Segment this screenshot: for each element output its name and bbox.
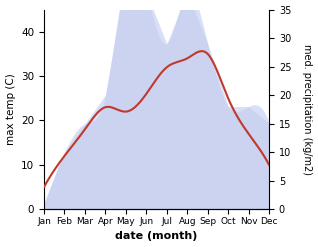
Y-axis label: max temp (C): max temp (C) <box>5 74 16 145</box>
Y-axis label: med. precipitation (kg/m2): med. precipitation (kg/m2) <box>302 44 313 175</box>
X-axis label: date (month): date (month) <box>115 231 198 242</box>
